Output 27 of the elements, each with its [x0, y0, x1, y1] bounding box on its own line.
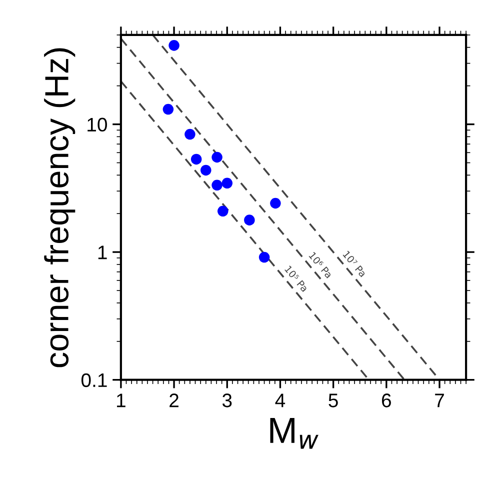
point: [212, 152, 222, 163]
x-tick-label: 3: [222, 394, 232, 408]
x-tick-label: 4: [275, 394, 286, 408]
point: [184, 128, 196, 140]
point: [270, 198, 281, 209]
point: [200, 164, 212, 176]
point: [168, 40, 180, 51]
x-tick-label: 2: [170, 394, 178, 408]
x-axis-title: M$_{w}$: [270, 418, 318, 449]
x-tick-label: 5: [328, 394, 338, 408]
x-tick-label: 1: [117, 394, 126, 408]
point: [244, 214, 255, 226]
x-tick-label: 7: [435, 394, 444, 408]
point: [258, 252, 270, 263]
point: [212, 180, 222, 191]
point: [222, 178, 233, 189]
y-tick-label: 10: [88, 118, 107, 132]
annotation: 10⁶ Pa: [308, 252, 333, 278]
point: [162, 104, 174, 115]
point: [217, 206, 228, 217]
point: [190, 154, 202, 165]
annotation: 10⁵ Pa: [284, 265, 308, 292]
x-tick-label: 6: [382, 394, 391, 408]
y-tick-label: 0.1: [81, 373, 107, 388]
y-axis-title: corner frequency (Hz): [44, 48, 76, 368]
y-tick-label: 1: [98, 246, 107, 260]
annotation: 10⁷ Pa: [342, 250, 367, 278]
